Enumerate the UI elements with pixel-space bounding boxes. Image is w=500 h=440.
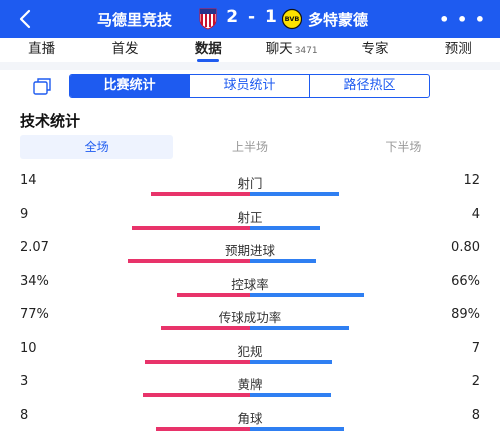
stat-home-bar: [151, 192, 250, 196]
stat-home-value: 14: [20, 173, 37, 188]
stat-away-bar: [250, 393, 331, 397]
stat-home-bar: [143, 393, 250, 397]
tab-predict[interactable]: 预测: [417, 38, 500, 62]
subtab-heat-zones[interactable]: 路径热区: [309, 75, 429, 97]
stat-row: 9 射正 4: [0, 207, 500, 237]
stat-home-bar: [156, 426, 250, 431]
stat-row: 34% 控球率 66%: [0, 274, 500, 304]
subtab-player-stats[interactable]: 球员统计: [189, 75, 309, 97]
tab-label: 直播: [28, 41, 56, 57]
stat-away-value: 0.80: [451, 240, 480, 255]
stat-away-value: 8: [471, 407, 480, 423]
section-title: 技术统计: [20, 112, 81, 130]
stat-home-bar: [145, 359, 250, 364]
stat-label: 角球: [237, 410, 263, 426]
stat-away-value: 89%: [451, 307, 480, 322]
stat-away-bar: [250, 225, 320, 230]
stat-label: 犯规: [237, 343, 263, 359]
stat-away-bar: [250, 259, 316, 263]
tab-lineup[interactable]: 首发: [83, 38, 166, 62]
svg-text:BVB: BVB: [285, 15, 300, 23]
stat-label: 控球率: [231, 276, 269, 292]
tab-label: 预测: [444, 41, 472, 57]
chat-count-badge: 3471: [294, 46, 318, 56]
period-switch: 全场 上半场 下半场: [20, 135, 480, 159]
stat-away-value: 4: [471, 206, 480, 222]
subtab-match-stats[interactable]: 比赛统计: [70, 75, 189, 97]
stat-home-value: 9: [20, 206, 29, 222]
tab-chat[interactable]: 聊天 3471: [250, 38, 333, 62]
stat-row: 77% 传球成功率 89%: [0, 307, 500, 337]
match-tabs: 直播 首发 数据 聊天 3471 专家 预测: [0, 38, 500, 62]
tab-live[interactable]: 直播: [0, 38, 83, 62]
bvb-crest-icon[interactable]: BVB: [282, 8, 302, 30]
stat-label: 传球成功率: [218, 310, 282, 325]
stat-home-value: 10: [20, 340, 37, 356]
tab-data[interactable]: 数据: [167, 38, 250, 62]
stat-row: 8 角球 8: [0, 408, 500, 438]
stat-away-value: 2: [471, 374, 480, 389]
stat-label: 射门: [237, 176, 263, 191]
stat-label: 射正: [237, 209, 263, 225]
stat-row: 3 黄牌 2: [0, 374, 500, 404]
tab-label: 首发: [111, 41, 139, 57]
stat-away-bar: [250, 426, 344, 431]
match-score: 2 - 1: [226, 7, 279, 27]
more-dots-icon[interactable]: • • •: [439, 10, 486, 29]
period-first-half[interactable]: 上半场: [231, 140, 268, 154]
stat-home-value: 2.07: [20, 240, 49, 255]
stat-away-bar: [250, 292, 364, 297]
period-second-half[interactable]: 下半场: [385, 140, 422, 154]
tab-label: 聊天: [265, 41, 293, 57]
stat-away-value: 12: [463, 173, 480, 188]
stat-home-bar: [177, 292, 250, 297]
stat-row: 2.07 预期进球 0.80: [0, 240, 500, 270]
stat-away-bar: [250, 192, 339, 196]
stat-home-bar: [128, 259, 250, 263]
stat-label: 预期进球: [224, 243, 275, 258]
layout-toggle-icon[interactable]: [32, 76, 52, 96]
tab-label: 数据: [194, 41, 222, 57]
period-full[interactable]: 全场: [20, 135, 174, 159]
stat-home-bar: [161, 326, 250, 330]
stats-subtabs: 比赛统计 球员统计 路径热区: [69, 74, 430, 98]
away-team-name[interactable]: 多特蒙德: [308, 11, 369, 29]
stat-row: 10 犯规 7: [0, 341, 500, 371]
home-team-name[interactable]: 马德里竞技: [97, 11, 173, 29]
stat-home-bar: [132, 225, 250, 230]
stat-home-value: 77%: [20, 307, 49, 322]
tab-label: 专家: [361, 41, 389, 57]
atletico-madrid-crest-icon[interactable]: [198, 8, 218, 30]
stat-label: 黄牌: [237, 377, 263, 392]
stat-away-value: 66%: [451, 273, 480, 289]
stat-home-value: 3: [20, 374, 29, 389]
stat-away-value: 7: [471, 340, 480, 356]
stat-away-bar: [250, 326, 349, 330]
match-header: 马德里竞技 2 - 1 BVB 多特蒙德 • • •: [0, 0, 500, 38]
stat-home-value: 8: [20, 407, 29, 423]
stat-home-value: 34%: [20, 273, 49, 289]
section-divider: [0, 62, 500, 70]
stat-row: 14 射门 12: [0, 173, 500, 203]
stat-away-bar: [250, 359, 332, 364]
tab-experts[interactable]: 专家: [333, 38, 416, 62]
back-arrow-icon[interactable]: [14, 7, 38, 31]
